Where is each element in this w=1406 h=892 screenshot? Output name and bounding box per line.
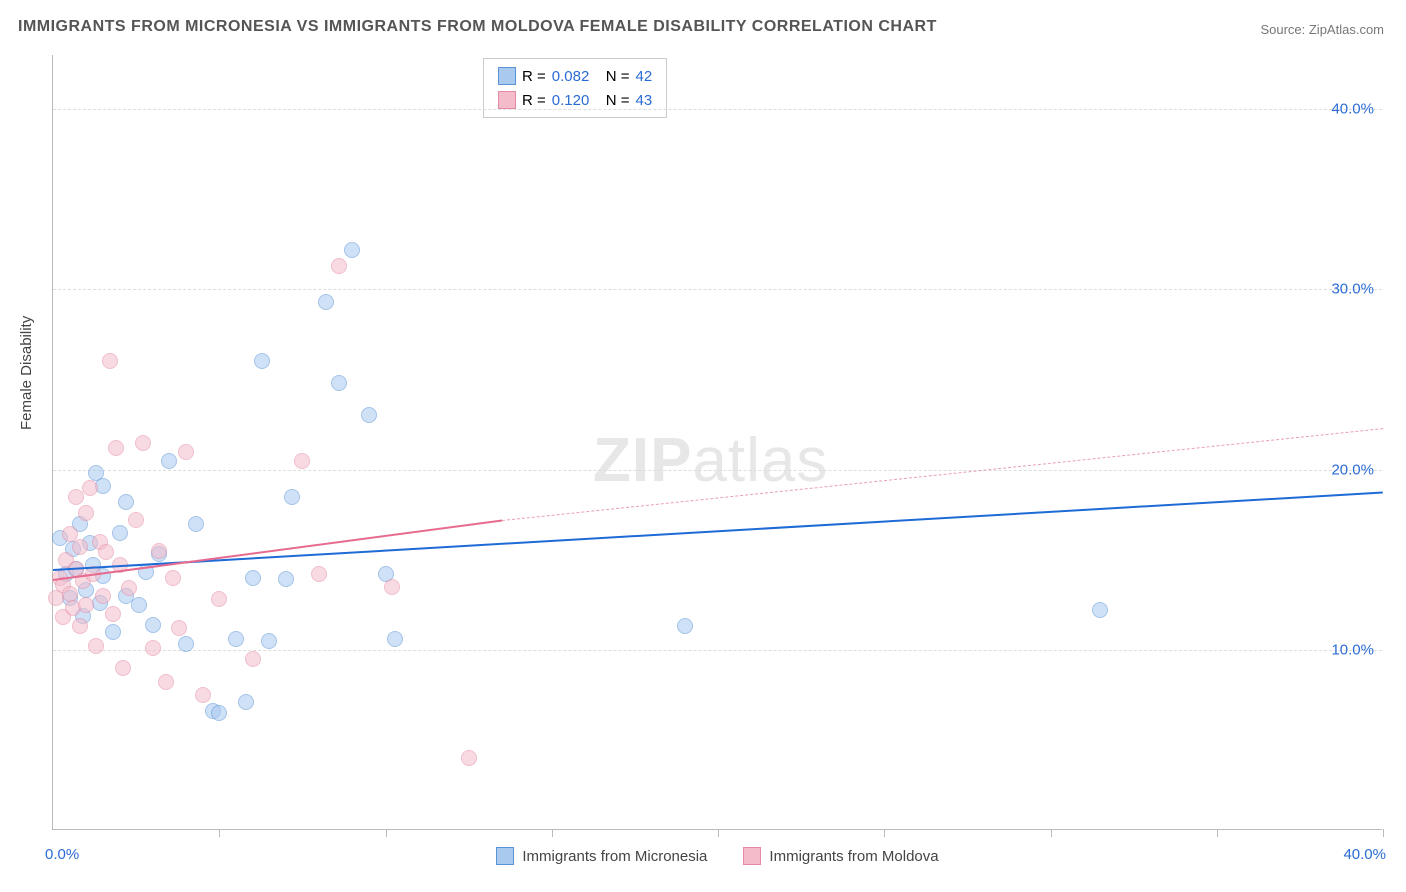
swatch-micronesia — [498, 67, 516, 85]
watermark-bold: ZIP — [593, 426, 692, 495]
data-point — [387, 631, 403, 647]
x-axis-max-label: 40.0% — [1343, 846, 1386, 863]
data-point — [171, 620, 187, 636]
data-point — [211, 591, 227, 607]
x-tick — [1217, 829, 1218, 837]
data-point — [115, 660, 131, 676]
data-point — [278, 571, 294, 587]
data-point — [62, 586, 78, 602]
data-point — [344, 242, 360, 258]
r-value-0: 0.082 — [552, 68, 600, 85]
data-point — [161, 453, 177, 469]
data-point — [311, 566, 327, 582]
data-point — [294, 453, 310, 469]
data-point — [158, 674, 174, 690]
data-point — [1092, 602, 1108, 618]
data-point — [238, 694, 254, 710]
data-point — [78, 505, 94, 521]
r-label: R = — [522, 92, 546, 109]
swatch-moldova — [498, 91, 516, 109]
data-point — [195, 687, 211, 703]
x-tick — [718, 829, 719, 837]
data-point — [361, 407, 377, 423]
data-point — [245, 570, 261, 586]
data-point — [131, 597, 147, 613]
data-point — [178, 444, 194, 460]
swatch-moldova — [743, 847, 761, 865]
y-tick-label: 20.0% — [1331, 461, 1374, 478]
x-tick — [386, 829, 387, 837]
data-point — [72, 618, 88, 634]
data-point — [145, 640, 161, 656]
n-label: N = — [606, 92, 630, 109]
legend-item: Immigrants from Micronesia — [496, 847, 707, 865]
source-label: Source: ZipAtlas.com — [1260, 22, 1384, 37]
data-point — [384, 579, 400, 595]
data-point — [135, 435, 151, 451]
data-point — [82, 480, 98, 496]
data-point — [151, 543, 167, 559]
data-point — [105, 606, 121, 622]
data-point — [98, 544, 114, 560]
x-tick — [219, 829, 220, 837]
data-point — [188, 516, 204, 532]
watermark-light: atlas — [692, 426, 828, 495]
data-point — [331, 258, 347, 274]
x-tick — [1051, 829, 1052, 837]
data-point — [112, 525, 128, 541]
legend-label: Immigrants from Micronesia — [522, 848, 707, 865]
data-point — [677, 618, 693, 634]
legend-row: R = 0.082 N = 42 — [498, 64, 652, 88]
data-point — [254, 353, 270, 369]
data-point — [145, 617, 161, 633]
legend-label: Immigrants from Moldova — [769, 848, 938, 865]
data-point — [211, 705, 227, 721]
gridline — [53, 289, 1382, 290]
y-tick-label: 10.0% — [1331, 641, 1374, 658]
chart-plot-area: ZIPatlas R = 0.082 N = 42 R = 0.120 N = … — [52, 55, 1382, 830]
chart-title: IMMIGRANTS FROM MICRONESIA VS IMMIGRANTS… — [18, 18, 937, 36]
data-point — [165, 570, 181, 586]
data-point — [318, 294, 334, 310]
n-label: N = — [606, 68, 630, 85]
r-value-1: 0.120 — [552, 92, 600, 109]
data-point — [128, 512, 144, 528]
data-point — [95, 588, 111, 604]
legend-item: Immigrants from Moldova — [743, 847, 938, 865]
swatch-micronesia — [496, 847, 514, 865]
trend-line — [53, 491, 1383, 570]
data-point — [118, 494, 134, 510]
x-tick — [552, 829, 553, 837]
data-point — [178, 636, 194, 652]
trend-line — [502, 428, 1383, 521]
data-point — [461, 750, 477, 766]
y-axis-label: Female Disability — [18, 316, 35, 430]
data-point — [78, 597, 94, 613]
gridline — [53, 109, 1382, 110]
data-point — [331, 375, 347, 391]
data-point — [261, 633, 277, 649]
data-point — [105, 624, 121, 640]
series-legend: Immigrants from Micronesia Immigrants fr… — [53, 847, 1382, 865]
data-point — [245, 651, 261, 667]
y-tick-label: 30.0% — [1331, 281, 1374, 298]
data-point — [108, 440, 124, 456]
y-tick-label: 40.0% — [1331, 101, 1374, 118]
gridline — [53, 470, 1382, 471]
data-point — [88, 638, 104, 654]
n-value-1: 43 — [636, 92, 653, 109]
x-axis-min-label: 0.0% — [45, 846, 79, 863]
data-point — [121, 580, 137, 596]
n-value-0: 42 — [636, 68, 653, 85]
data-point — [228, 631, 244, 647]
data-point — [102, 353, 118, 369]
r-label: R = — [522, 68, 546, 85]
x-tick — [884, 829, 885, 837]
data-point — [72, 539, 88, 555]
data-point — [284, 489, 300, 505]
watermark: ZIPatlas — [593, 425, 828, 496]
x-tick — [1383, 829, 1384, 837]
